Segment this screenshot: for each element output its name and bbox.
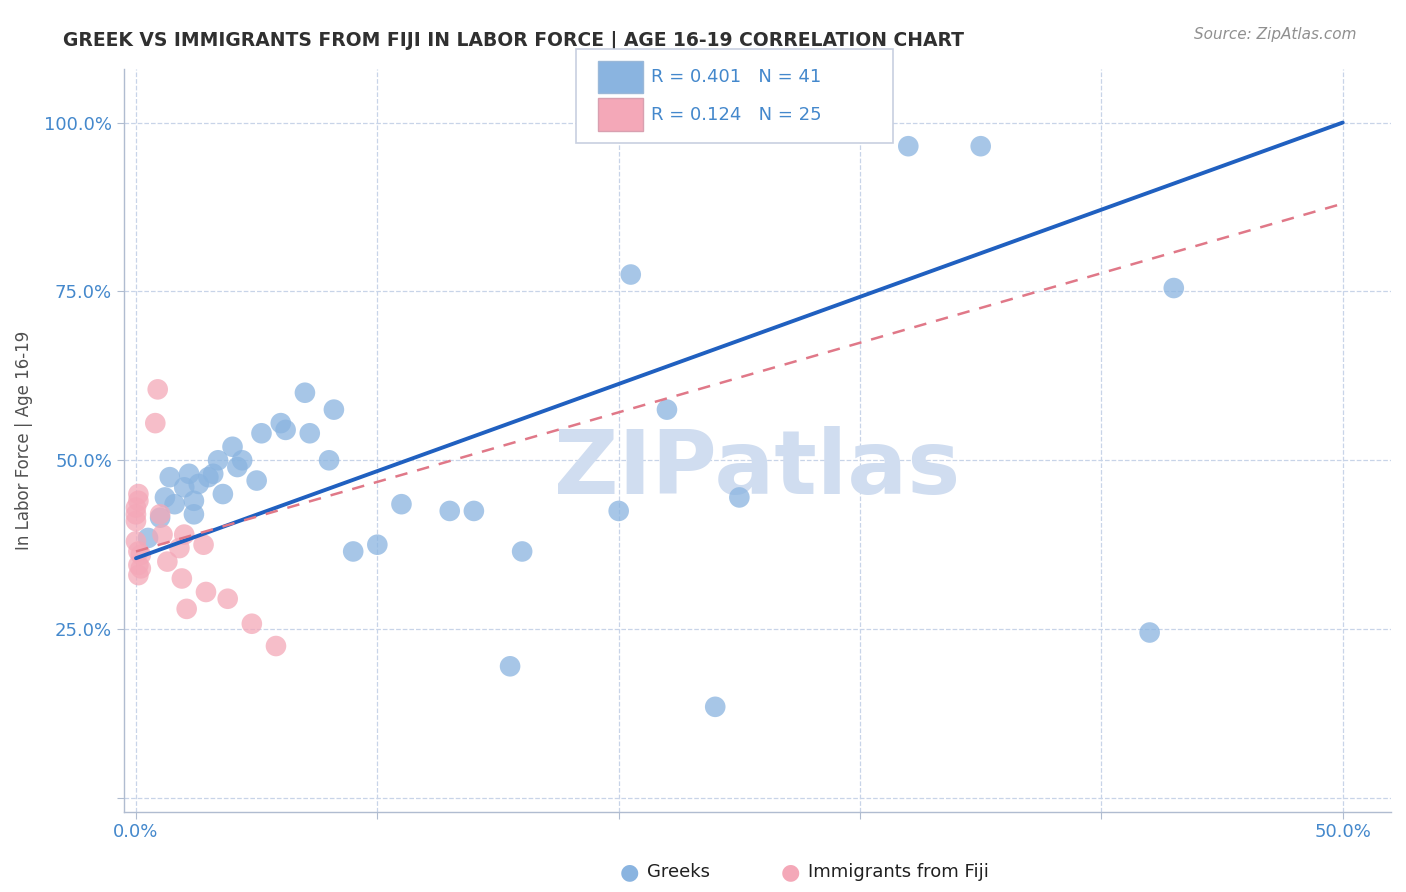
Text: R = 0.401   N = 41: R = 0.401 N = 41 — [651, 69, 821, 87]
Point — [217, 591, 239, 606]
Point — [177, 467, 200, 481]
Point — [510, 544, 533, 558]
Point — [163, 497, 186, 511]
Point — [136, 531, 159, 545]
Point — [125, 534, 148, 549]
Point — [159, 470, 181, 484]
Point — [607, 504, 630, 518]
Point — [207, 453, 229, 467]
Point — [202, 467, 225, 481]
Point — [170, 572, 193, 586]
Point — [264, 639, 287, 653]
Point — [342, 544, 364, 558]
Point — [152, 527, 174, 541]
Point — [129, 548, 152, 562]
Point — [655, 402, 678, 417]
Point — [250, 426, 273, 441]
Point — [970, 139, 993, 153]
Point — [221, 440, 243, 454]
Point — [127, 493, 149, 508]
Point — [318, 453, 340, 467]
Point — [183, 493, 205, 508]
Text: ●: ● — [780, 863, 800, 882]
Point — [270, 416, 292, 430]
Text: Immigrants from Fiji: Immigrants from Fiji — [808, 863, 990, 881]
Point — [240, 616, 263, 631]
Point — [212, 487, 235, 501]
Point — [127, 568, 149, 582]
Point — [149, 510, 172, 524]
Point — [499, 659, 522, 673]
Y-axis label: In Labor Force | Age 16-19: In Labor Force | Age 16-19 — [15, 330, 32, 549]
Point — [366, 538, 388, 552]
Point — [143, 416, 166, 430]
Point — [153, 491, 176, 505]
Point — [439, 504, 461, 518]
Point — [127, 558, 149, 572]
Point — [194, 585, 217, 599]
Point — [125, 500, 148, 515]
Text: ZIPatlas: ZIPatlas — [554, 426, 960, 513]
Point — [620, 268, 643, 282]
Point — [183, 508, 205, 522]
Text: GREEK VS IMMIGRANTS FROM FIJI IN LABOR FORCE | AGE 16-19 CORRELATION CHART: GREEK VS IMMIGRANTS FROM FIJI IN LABOR F… — [63, 31, 965, 51]
Point — [149, 508, 172, 522]
Point — [704, 699, 727, 714]
Text: ●: ● — [620, 863, 640, 882]
Point — [187, 477, 209, 491]
Point — [173, 527, 195, 541]
Point — [1163, 281, 1185, 295]
Point — [156, 555, 179, 569]
Point — [728, 491, 751, 505]
Point — [231, 453, 253, 467]
Point — [463, 504, 485, 518]
Point — [173, 480, 195, 494]
Point — [125, 514, 148, 528]
Text: Greeks: Greeks — [647, 863, 710, 881]
Point — [226, 460, 249, 475]
Text: R = 0.124   N = 25: R = 0.124 N = 25 — [651, 105, 821, 123]
Point — [897, 139, 920, 153]
Point — [127, 487, 149, 501]
Point — [294, 385, 316, 400]
Point — [127, 544, 149, 558]
Point — [298, 426, 321, 441]
Point — [274, 423, 297, 437]
Point — [246, 474, 269, 488]
Point — [146, 383, 169, 397]
Point — [197, 470, 219, 484]
Point — [322, 402, 344, 417]
Text: Source: ZipAtlas.com: Source: ZipAtlas.com — [1194, 27, 1357, 42]
Point — [169, 541, 191, 555]
Point — [391, 497, 413, 511]
Point — [125, 508, 148, 522]
Point — [129, 561, 152, 575]
Point — [1139, 625, 1161, 640]
Point — [176, 602, 198, 616]
Point — [193, 538, 215, 552]
